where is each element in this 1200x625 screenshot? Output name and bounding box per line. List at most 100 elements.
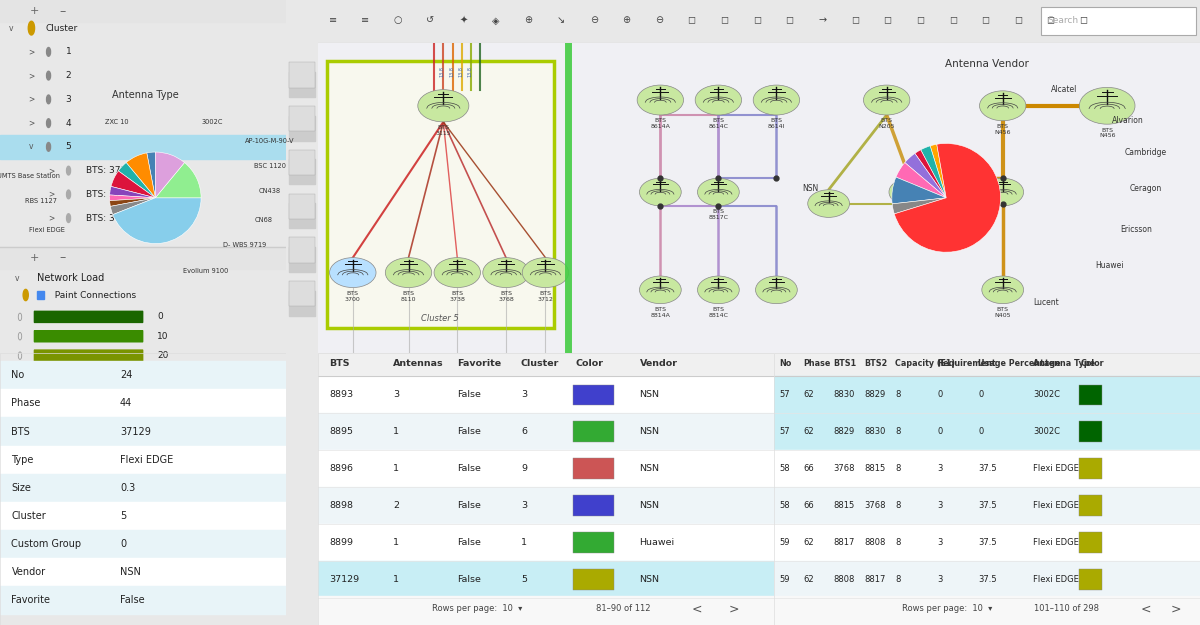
- Ellipse shape: [1079, 88, 1135, 124]
- Bar: [289, 72, 314, 97]
- Text: ◻: ◻: [851, 16, 859, 26]
- Text: ⊕: ⊕: [524, 16, 533, 26]
- Wedge shape: [896, 162, 947, 198]
- Text: BTS
N205: BTS N205: [878, 118, 895, 129]
- Text: 0: 0: [157, 312, 163, 321]
- Text: 9: 9: [521, 464, 527, 473]
- FancyBboxPatch shape: [328, 61, 553, 328]
- Text: 59: 59: [780, 575, 790, 584]
- Circle shape: [47, 95, 50, 104]
- Wedge shape: [119, 162, 155, 198]
- Text: NSN: NSN: [640, 390, 660, 399]
- Text: 8808: 8808: [864, 538, 886, 547]
- Text: 13.8: 13.8: [468, 66, 473, 77]
- Wedge shape: [112, 171, 155, 198]
- Text: BTS
8614C: BTS 8614C: [708, 118, 728, 129]
- Text: >: >: [48, 190, 55, 199]
- Text: Vendor: Vendor: [12, 567, 46, 577]
- Text: BTS
3700: BTS 3700: [344, 291, 361, 302]
- Text: ⊕: ⊕: [623, 16, 630, 26]
- Text: Flexi EDGE: Flexi EDGE: [1033, 464, 1079, 473]
- Ellipse shape: [756, 276, 797, 304]
- Bar: [0, 558, 286, 586]
- Text: 3: 3: [937, 464, 943, 473]
- Text: BTS: 3712: BTS: 3712: [85, 166, 132, 175]
- Text: BSC 1120: BSC 1120: [253, 163, 286, 169]
- Ellipse shape: [522, 258, 569, 288]
- Wedge shape: [109, 186, 155, 198]
- Text: ◻: ◻: [1014, 16, 1022, 26]
- Circle shape: [47, 71, 50, 80]
- Ellipse shape: [434, 258, 480, 288]
- Title: Antenna Type: Antenna Type: [113, 91, 179, 101]
- Bar: [0, 502, 286, 530]
- Ellipse shape: [889, 178, 931, 206]
- Text: 0: 0: [937, 390, 943, 399]
- Text: 0.3: 0.3: [120, 482, 136, 492]
- Text: 59: 59: [780, 538, 790, 547]
- Text: False: False: [120, 595, 144, 605]
- Text: NSN: NSN: [120, 567, 140, 577]
- Text: Favorite: Favorite: [12, 595, 50, 605]
- Text: ✦: ✦: [460, 16, 467, 26]
- Text: 3: 3: [521, 501, 527, 510]
- Text: Phase: Phase: [803, 359, 830, 368]
- Bar: [289, 150, 314, 175]
- Text: 62: 62: [803, 575, 814, 584]
- Text: Vendor: Vendor: [640, 359, 678, 368]
- Text: Alcatel: Alcatel: [1051, 84, 1078, 94]
- Text: 8899: 8899: [329, 538, 353, 547]
- Text: 8: 8: [895, 464, 900, 473]
- Text: 5: 5: [521, 575, 527, 584]
- Text: 8815: 8815: [864, 464, 886, 473]
- Bar: [774, 353, 1200, 376]
- Text: 58: 58: [780, 501, 790, 510]
- Text: Antennas: Antennas: [394, 359, 444, 368]
- Text: False: False: [457, 390, 481, 399]
- Bar: [318, 450, 774, 487]
- Circle shape: [47, 119, 50, 127]
- Text: 1: 1: [394, 464, 400, 473]
- Text: BTS
N405: BTS N405: [995, 307, 1010, 318]
- Bar: [574, 569, 614, 589]
- Text: v: v: [14, 274, 19, 282]
- Text: 37.5: 37.5: [978, 501, 997, 510]
- Bar: [0, 389, 286, 418]
- Text: Flexi EDGE: Flexi EDGE: [1033, 538, 1079, 547]
- Text: ◈: ◈: [492, 16, 499, 26]
- Text: ◻: ◻: [949, 16, 956, 26]
- Text: ◻: ◻: [786, 16, 793, 26]
- Circle shape: [66, 190, 71, 199]
- Bar: [574, 458, 614, 479]
- Wedge shape: [109, 195, 155, 201]
- Text: Evolium 9100: Evolium 9100: [184, 268, 229, 274]
- Bar: [318, 524, 774, 561]
- Text: 44: 44: [120, 398, 132, 408]
- Ellipse shape: [695, 85, 742, 115]
- Bar: [289, 159, 314, 184]
- Ellipse shape: [982, 276, 1024, 304]
- Bar: [0, 361, 286, 389]
- Text: 1: 1: [394, 427, 400, 436]
- Text: CN68: CN68: [254, 217, 272, 223]
- Wedge shape: [146, 152, 155, 198]
- Text: v: v: [8, 24, 13, 32]
- Circle shape: [66, 214, 71, 222]
- Ellipse shape: [637, 85, 684, 115]
- Text: Alvarion: Alvarion: [1111, 116, 1144, 125]
- Text: False: False: [457, 464, 481, 473]
- Text: BTS
3712: BTS 3712: [538, 291, 553, 302]
- Text: 58: 58: [780, 464, 790, 473]
- Ellipse shape: [330, 258, 376, 288]
- Text: Requirement: Requirement: [937, 359, 996, 368]
- Text: ◻: ◻: [982, 16, 989, 26]
- Ellipse shape: [640, 178, 682, 206]
- Bar: [1079, 496, 1103, 516]
- Text: Cluster: Cluster: [521, 359, 559, 368]
- Text: 8808: 8808: [834, 575, 856, 584]
- Text: NSN: NSN: [640, 464, 660, 473]
- Bar: [774, 524, 1200, 561]
- Text: 3: 3: [937, 538, 943, 547]
- Bar: [774, 376, 1200, 413]
- Text: Cambridge: Cambridge: [1124, 148, 1166, 157]
